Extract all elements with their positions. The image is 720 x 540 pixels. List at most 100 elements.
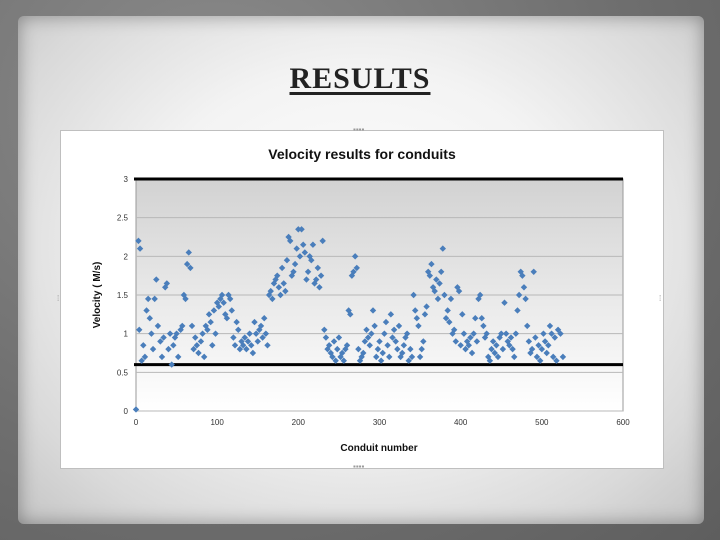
data-point [303, 276, 310, 283]
data-point [160, 334, 167, 341]
y-tick-label: 3 [124, 175, 129, 184]
data-point [364, 334, 372, 341]
data-point [210, 307, 218, 314]
data-point [163, 280, 171, 287]
data-point [340, 357, 347, 364]
data-point [459, 311, 466, 318]
data-point [444, 307, 451, 314]
data-point [379, 349, 386, 357]
data-point [535, 342, 542, 349]
data-point [170, 342, 177, 349]
data-point [291, 260, 299, 268]
data-point [314, 264, 322, 272]
data-point [433, 276, 440, 283]
data-point [360, 349, 367, 357]
data-point [413, 315, 421, 322]
data-point [301, 249, 309, 256]
data-point [473, 338, 481, 345]
data-point [412, 307, 419, 314]
data-point [501, 299, 508, 306]
data-point [290, 268, 297, 275]
data-point [228, 307, 235, 314]
reference-lines [134, 177, 623, 367]
slide-title-text: RESULTS [289, 62, 431, 95]
data-point [363, 326, 370, 333]
data-point [148, 330, 155, 337]
data-point [389, 334, 396, 341]
data-point [426, 272, 434, 279]
data-point [460, 330, 468, 337]
data-point [215, 303, 222, 310]
data-point [209, 342, 216, 349]
data-point [480, 322, 487, 330]
x-tick-label: 600 [616, 418, 630, 427]
data-point [470, 330, 477, 337]
data-point [520, 284, 528, 291]
y-tick-label: 2 [124, 252, 129, 261]
data-point [356, 357, 364, 364]
data-point [506, 342, 513, 349]
data-point [350, 268, 357, 275]
x-tick-label: 200 [292, 418, 306, 427]
data-point [261, 315, 268, 322]
data-point [420, 338, 427, 345]
data-point [483, 330, 490, 337]
data-point [377, 357, 385, 364]
x-tick-label: 400 [454, 418, 468, 427]
data-point [238, 338, 245, 345]
data-point [280, 280, 287, 287]
data-point [298, 226, 305, 233]
data-point [351, 253, 359, 260]
chart-container[interactable]: 0 0.5 1 1.5 2 2.5 3 0 100 200 300 400 500 600 Velocit… [57, 126, 664, 471]
data-point [257, 322, 265, 330]
data-point [467, 334, 474, 341]
data-point [530, 268, 537, 275]
resize-handle-right[interactable]: ⁞ [659, 294, 662, 303]
data-point [287, 237, 294, 245]
data-point [278, 264, 286, 272]
data-point [325, 342, 333, 349]
data-point [277, 291, 284, 299]
data-point [489, 338, 497, 345]
data-point [239, 342, 247, 349]
resize-handle-left[interactable]: ⁞ [57, 294, 60, 303]
data-point [244, 338, 252, 345]
data-point [450, 326, 458, 333]
data-point [138, 357, 145, 364]
data-point [400, 342, 408, 349]
data-point [218, 291, 226, 299]
data-point [371, 322, 378, 330]
y-tick-label: 2.5 [117, 214, 129, 223]
data-point [421, 311, 429, 318]
y-tick-label: 0.5 [117, 368, 129, 377]
data-point [207, 318, 214, 326]
data-point [293, 245, 300, 252]
data-point [540, 330, 547, 337]
data-point [153, 276, 160, 283]
data-point [486, 357, 494, 364]
data-point [249, 349, 257, 357]
data-point [149, 345, 157, 353]
data-point [382, 318, 390, 326]
scatter-chart: 0 0.5 1 1.5 2 2.5 3 0 100 200 300 400 500 600 Velocit… [92, 146, 630, 454]
data-point [366, 342, 373, 349]
data-point [136, 326, 143, 333]
data-point [332, 357, 339, 364]
data-point [465, 342, 472, 349]
data-point [457, 342, 464, 349]
data-point [204, 326, 211, 333]
data-point [553, 357, 560, 364]
data-point [368, 330, 375, 337]
data-point [403, 330, 411, 337]
data-point [491, 349, 498, 357]
data-point [369, 307, 377, 314]
data-point [233, 318, 240, 326]
data-point [252, 330, 260, 337]
data-point [395, 322, 403, 330]
axis-ticks: 0 0.5 1 1.5 2 2.5 3 0 100 200 300 400 500 600 [117, 175, 630, 427]
data-point [231, 342, 239, 349]
resize-handle-bottom[interactable]: ▪▪▪▪ [353, 462, 365, 471]
resize-handle-top[interactable]: ▪▪▪▪ [353, 125, 365, 134]
x-axis-label: Conduit number [340, 443, 417, 454]
data-point [185, 249, 192, 256]
